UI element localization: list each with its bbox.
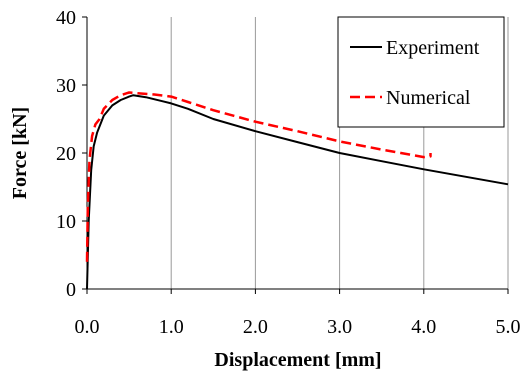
x-tick-label: 3.0 — [327, 316, 352, 338]
y-axis-title: Force [kN] — [9, 107, 31, 199]
legend-label-experiment: Experiment — [386, 37, 480, 59]
x-tick-label: 0.0 — [75, 316, 100, 338]
y-tick-label: 20 — [56, 143, 76, 165]
legend: Experiment Numerical — [337, 16, 505, 128]
y-tick-label: 30 — [56, 75, 76, 97]
y-tick-labels: 0 10 20 30 40 — [56, 7, 76, 301]
x-tick-labels: 0.0 1.0 2.0 3.0 4.0 5.0 — [75, 316, 521, 338]
x-tick-label: 4.0 — [411, 316, 436, 338]
legend-box — [337, 16, 505, 128]
x-tick-label: 2.0 — [243, 316, 268, 338]
x-axis-title: Displacement [mm] — [214, 349, 381, 371]
series-lines — [85, 91, 509, 290]
x-tick-label: 1.0 — [159, 316, 184, 338]
y-tick-label: 10 — [56, 211, 76, 233]
series-line-experiment — [86, 94, 509, 290]
y-tick-label: 0 — [66, 279, 76, 301]
series-line-numerical — [85, 91, 432, 262]
y-tick-label: 40 — [56, 7, 76, 29]
x-tick-label: 5.0 — [496, 316, 521, 338]
legend-label-numerical: Numerical — [386, 87, 471, 109]
